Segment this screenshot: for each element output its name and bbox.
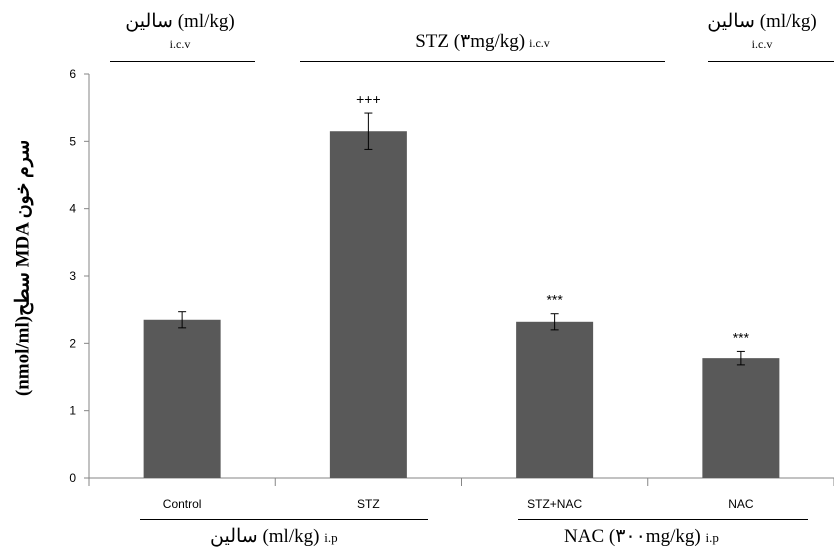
footer-right-route: i.p: [705, 530, 719, 545]
footer-left-bracket: [140, 519, 428, 520]
y-tick-label: 6: [69, 67, 76, 81]
header-right-bracket: [708, 61, 834, 62]
header-right-route: i.c.v: [751, 37, 773, 51]
bar: [143, 319, 221, 478]
header-left-route: i.c.v: [169, 37, 191, 51]
x-tick-label: NAC: [728, 497, 754, 511]
header-middle: STZ (۳mg/kg) i.c.v: [300, 32, 665, 51]
y-tick-label: 3: [69, 269, 76, 283]
footer-right-label: NAC (۳۰۰mg/kg): [564, 526, 701, 547]
significance-label: ***: [733, 329, 750, 345]
footer-right: NAC (۳۰۰mg/kg) i.p: [564, 527, 719, 546]
significance-label: +++: [356, 91, 381, 107]
significance-label: ***: [546, 292, 563, 308]
footer-left-label: سالین (ml/kg): [210, 526, 320, 547]
bar: [329, 131, 407, 478]
y-tick-label: 4: [69, 202, 76, 216]
x-tick-label: Control: [163, 497, 202, 511]
y-tick-label: 5: [69, 134, 76, 148]
y-tick-label: 0: [69, 471, 76, 485]
x-tick-label: STZ+NAC: [527, 497, 582, 511]
header-middle-route: i.c.v: [529, 36, 550, 50]
header-left-label: سالین (ml/kg): [125, 11, 235, 32]
header-middle-bracket: [300, 61, 665, 62]
y-tick-label: 2: [69, 336, 76, 350]
header-middle-label: STZ (۳mg/kg): [415, 31, 526, 52]
y-tick-label: 1: [69, 404, 76, 418]
footer-left: سالین (ml/kg) i.p: [210, 527, 338, 546]
x-tick-label: STZ: [357, 497, 380, 511]
bar: [516, 321, 594, 478]
header-left-bracket: [110, 61, 255, 62]
header-right-label: سالین (ml/kg): [707, 11, 817, 32]
bar: [702, 358, 780, 478]
footer-right-bracket: [518, 519, 808, 520]
footer-left-route: i.p: [324, 530, 338, 545]
